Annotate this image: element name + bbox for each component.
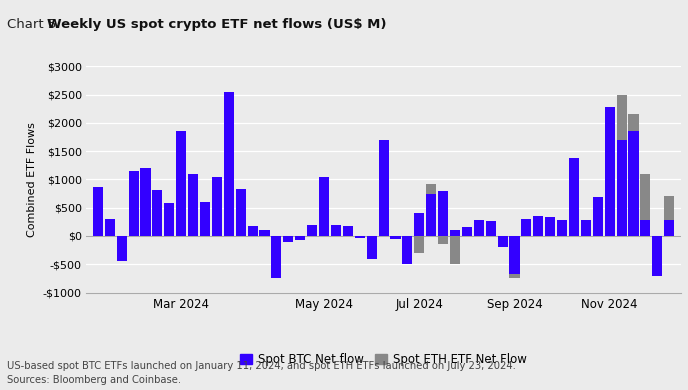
Bar — [605, 176, 615, 236]
Bar — [117, 236, 127, 261]
Bar — [545, 217, 555, 236]
Bar — [93, 187, 103, 236]
Bar — [522, 219, 531, 236]
Bar — [593, 197, 603, 236]
Bar — [200, 202, 210, 236]
Bar — [259, 230, 270, 236]
Bar — [569, 158, 579, 236]
Bar — [628, 114, 638, 236]
Bar — [188, 174, 198, 236]
Bar — [581, 220, 591, 236]
Bar — [616, 94, 627, 236]
Bar — [355, 236, 365, 238]
Bar — [414, 236, 424, 253]
Bar — [176, 131, 186, 236]
Bar — [140, 168, 151, 236]
Bar — [509, 236, 519, 278]
Bar — [343, 226, 353, 236]
Bar — [652, 236, 663, 275]
Bar — [628, 131, 638, 236]
Bar — [450, 230, 460, 236]
Bar — [462, 227, 472, 236]
Bar — [105, 219, 115, 236]
Bar — [271, 236, 281, 278]
Bar — [474, 220, 484, 236]
Bar — [307, 225, 317, 236]
Bar — [641, 174, 650, 236]
Bar — [497, 236, 508, 247]
Bar — [129, 171, 139, 236]
Bar — [438, 236, 448, 245]
Bar — [438, 191, 448, 236]
Bar — [367, 236, 377, 259]
Bar — [450, 236, 460, 264]
Bar — [414, 213, 424, 236]
Bar — [486, 221, 496, 236]
Bar — [509, 236, 519, 275]
Bar — [378, 140, 389, 236]
Bar — [664, 220, 674, 236]
Bar — [319, 177, 329, 236]
Bar — [402, 236, 412, 264]
Bar — [390, 236, 400, 239]
Text: Chart 5.: Chart 5. — [7, 18, 61, 30]
Bar — [557, 220, 567, 236]
Bar — [224, 92, 234, 236]
Bar — [605, 107, 615, 236]
Bar — [152, 190, 162, 236]
Bar — [236, 189, 246, 236]
Bar — [283, 236, 293, 241]
Bar — [641, 220, 650, 236]
Bar — [426, 193, 436, 236]
Bar — [212, 177, 222, 236]
Bar — [164, 203, 174, 236]
Bar — [652, 236, 663, 245]
Bar — [616, 140, 627, 236]
Y-axis label: Combined ETF Flows: Combined ETF Flows — [28, 122, 37, 237]
Bar — [664, 197, 674, 236]
Text: Weekly US spot crypto ETF net flows (US$ M): Weekly US spot crypto ETF net flows (US$… — [47, 18, 386, 30]
Bar — [426, 184, 436, 236]
Bar — [248, 226, 258, 236]
Bar — [331, 225, 341, 236]
Legend: Spot BTC Net flow, Spot ETH ETF Net Flow: Spot BTC Net flow, Spot ETH ETF Net Flow — [235, 348, 532, 370]
Bar — [462, 229, 472, 236]
Bar — [533, 216, 544, 236]
Text: US-based spot BTC ETFs launched on January 11, 2024, and spot ETH ETFs launched : US-based spot BTC ETFs launched on Janua… — [7, 361, 516, 371]
Text: Sources: Bloomberg and Coinbase.: Sources: Bloomberg and Coinbase. — [7, 375, 181, 385]
Bar — [295, 236, 305, 240]
